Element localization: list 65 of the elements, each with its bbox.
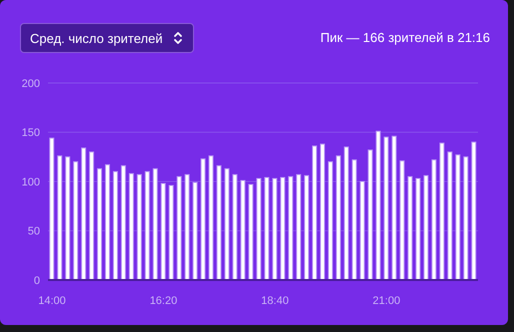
bar	[65, 156, 70, 280]
bar	[431, 159, 436, 280]
bar	[176, 176, 182, 280]
bar	[384, 136, 389, 280]
bar	[57, 155, 62, 280]
bar	[256, 178, 262, 280]
bar	[296, 174, 302, 280]
bar	[400, 160, 405, 280]
bar	[272, 178, 278, 280]
bar	[320, 144, 325, 280]
bar	[192, 182, 198, 280]
y-tick-label: 150	[22, 127, 40, 140]
y-tick-label: 100	[22, 176, 40, 188]
bar	[49, 138, 54, 280]
bar	[304, 175, 310, 280]
bar	[368, 149, 373, 280]
bar	[144, 171, 150, 280]
bar	[73, 161, 78, 280]
y-tick-label: 200	[22, 78, 40, 90]
bar	[208, 155, 214, 280]
bar	[288, 176, 294, 280]
bar	[352, 159, 357, 280]
bar	[392, 136, 397, 280]
bar	[120, 165, 126, 280]
bar	[232, 174, 238, 280]
bar	[240, 180, 246, 280]
bar	[152, 168, 158, 280]
chart-subtitle: Сред. число зрителей	[30, 30, 163, 46]
bar	[416, 178, 421, 280]
bar	[224, 168, 230, 280]
bar	[112, 171, 118, 280]
bar	[328, 161, 333, 280]
bar	[104, 164, 110, 280]
bar	[264, 177, 270, 280]
chart-title: Пик — 166 зрителей в 21:16	[320, 30, 490, 45]
bar	[136, 174, 142, 280]
bar	[89, 151, 94, 280]
y-tick-label: 0	[34, 274, 40, 287]
bar	[280, 177, 286, 280]
bar	[424, 175, 429, 280]
bar	[336, 155, 341, 280]
bar	[408, 176, 413, 280]
bar	[447, 151, 452, 280]
x-tick-label: 14:00	[38, 294, 66, 307]
bar	[184, 174, 190, 280]
bar	[81, 148, 86, 280]
x-tick-label: 21:00	[372, 294, 400, 307]
bar	[439, 142, 444, 280]
bar	[160, 182, 166, 280]
bar	[312, 146, 318, 280]
bar	[97, 168, 102, 280]
bar	[168, 184, 174, 280]
bar	[471, 142, 476, 280]
x-tick-label: 16:20	[150, 294, 178, 307]
bar	[248, 184, 254, 280]
bar	[360, 181, 365, 280]
bar	[200, 158, 206, 280]
bar	[376, 130, 381, 280]
bar	[455, 154, 460, 280]
x-tick-label: 18:40	[261, 294, 289, 307]
bar	[344, 146, 349, 280]
bar	[216, 165, 222, 280]
bar	[463, 156, 468, 280]
bar	[128, 173, 134, 280]
y-tick-label: 50	[28, 226, 40, 238]
